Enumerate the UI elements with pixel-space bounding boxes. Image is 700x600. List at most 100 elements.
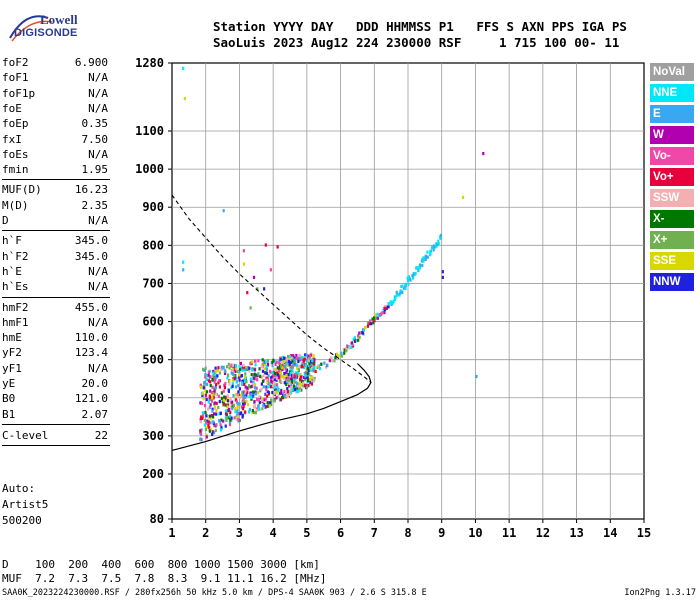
echo-point — [222, 365, 225, 369]
echo-point — [203, 418, 206, 422]
param-value: 121.0 — [74, 392, 108, 406]
echo-point — [262, 403, 265, 408]
trace-point — [388, 302, 391, 306]
trace-point — [400, 284, 403, 289]
echo-point — [263, 398, 266, 402]
echo-point — [250, 384, 254, 388]
echo-point — [240, 405, 244, 409]
trace-point — [401, 284, 404, 288]
param-row-mufd: MUF(D) 16.23 — [2, 183, 108, 197]
echo-point — [231, 367, 235, 371]
echo-point — [224, 412, 228, 416]
echo-point — [226, 399, 230, 403]
header-row-1: Station YYYY DAY DDD HHMMSS P1 FFS S AXN… — [213, 19, 627, 34]
echo-point — [302, 381, 305, 385]
echo-point — [211, 396, 214, 400]
outlier-point — [441, 270, 444, 274]
echo-point — [228, 407, 231, 412]
trace-point — [358, 335, 361, 339]
echo-point — [207, 373, 210, 377]
echo-point — [276, 385, 279, 390]
echo-point — [276, 373, 279, 377]
param-row-hmf2: hmF2 455.0 — [2, 301, 108, 315]
echo-point — [260, 375, 263, 380]
trace-point — [364, 325, 367, 329]
legend-item-x: X- — [650, 210, 694, 228]
trace-point — [343, 351, 346, 355]
echo-point — [244, 389, 247, 393]
echo-point — [277, 369, 281, 373]
echo-point — [299, 375, 302, 379]
profile-curves — [171, 194, 372, 451]
echo-point — [228, 382, 231, 386]
trace-point — [393, 297, 396, 302]
param-row-foe: foE N/A — [2, 102, 108, 116]
echo-point — [273, 363, 276, 367]
echo-point — [236, 402, 239, 406]
echo-point — [201, 414, 205, 418]
echo-point — [275, 396, 278, 400]
echo-point — [250, 392, 253, 396]
echo-point — [285, 382, 288, 387]
echo-point — [228, 366, 231, 370]
echo-point — [253, 368, 256, 372]
echo-point — [306, 375, 309, 379]
echo-point — [240, 374, 244, 378]
param-value: 2.07 — [81, 407, 109, 421]
param-label: foEs — [2, 147, 29, 161]
echo-point — [238, 393, 241, 398]
y-tick-label: 800 — [142, 238, 164, 252]
echo-point — [269, 376, 273, 380]
echo-point — [279, 364, 283, 368]
echo-point — [286, 390, 289, 394]
echo-point — [304, 383, 307, 387]
trace-point — [307, 368, 311, 373]
echo-point — [264, 360, 267, 364]
echo-point — [253, 400, 256, 404]
echo-point — [234, 398, 237, 402]
trace-point — [415, 266, 418, 270]
echo-point — [282, 375, 285, 379]
echo-point — [264, 392, 267, 396]
param-value: N/A — [88, 280, 108, 294]
trace-point — [380, 311, 383, 316]
echo-point — [204, 366, 207, 370]
echo-point — [213, 387, 216, 391]
echo-point — [236, 408, 239, 412]
param-value: 123.4 — [74, 346, 108, 360]
trace-point — [392, 299, 395, 304]
x-tick-label: 3 — [236, 526, 243, 540]
param-row-hf: h`F 345.0 — [2, 234, 108, 248]
echo-point — [283, 376, 286, 381]
echo-point — [231, 405, 234, 409]
param-label: foF1 — [2, 71, 29, 85]
echo-point — [299, 388, 302, 392]
trace-point — [426, 255, 429, 259]
echo-point — [242, 363, 245, 368]
echo-point — [243, 402, 246, 406]
echo-point — [230, 363, 233, 367]
echo-point — [213, 380, 216, 384]
echo-point — [203, 423, 207, 427]
x-tick-label: 10 — [468, 526, 482, 540]
echo-point — [257, 407, 261, 411]
echo-point — [297, 389, 300, 393]
echo-point — [244, 395, 247, 400]
trace-point — [439, 236, 442, 241]
echo-point — [226, 396, 230, 400]
trace-point — [387, 305, 390, 309]
echo-point — [305, 385, 309, 389]
echo-point — [254, 390, 257, 394]
solid-profile-curve — [171, 363, 372, 451]
echo-point — [267, 404, 270, 408]
echo-point — [212, 423, 216, 427]
trace-point — [401, 290, 404, 294]
echo-point — [214, 366, 217, 370]
echo-point — [291, 373, 295, 377]
echo-point — [284, 395, 287, 399]
echo-point — [224, 398, 227, 402]
echo-point — [269, 385, 273, 389]
echo-point — [279, 379, 283, 383]
echo-point — [231, 382, 234, 386]
trace-point — [435, 244, 438, 248]
